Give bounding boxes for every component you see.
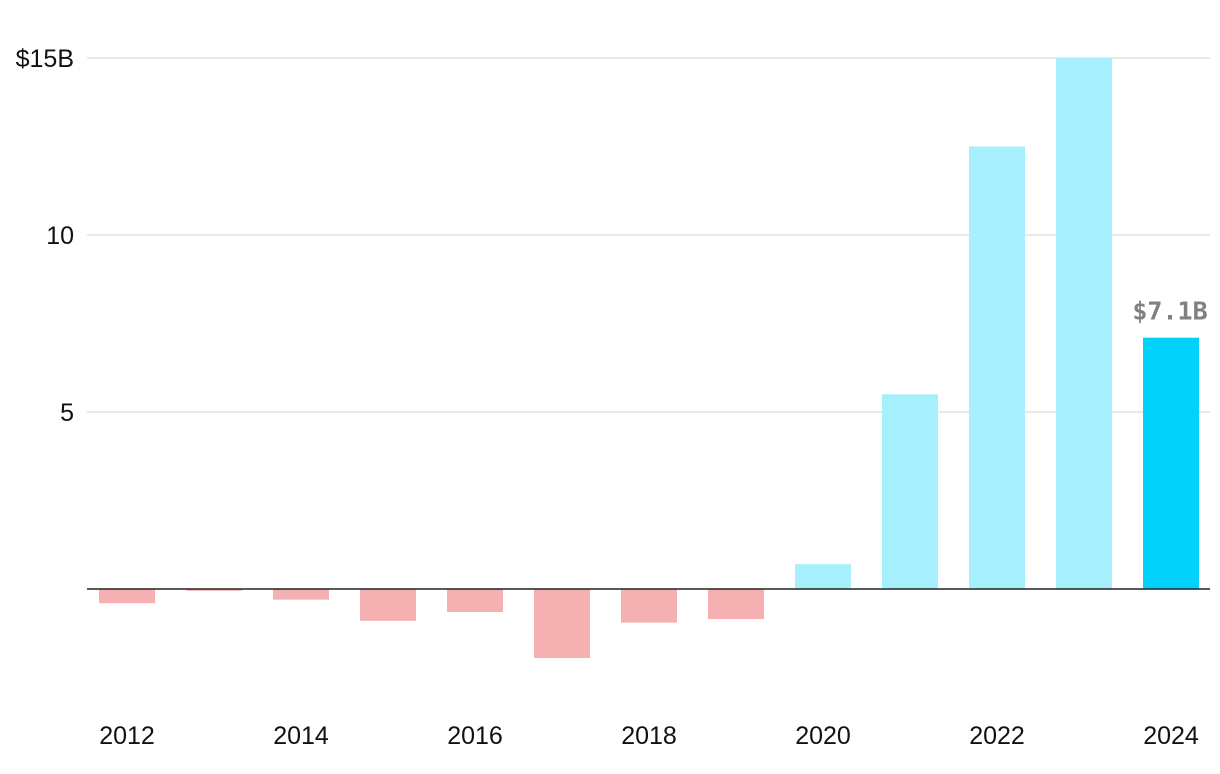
x-tick-label: 2024	[1143, 722, 1199, 750]
x-tick-label: 2022	[969, 722, 1025, 750]
y-tick-label: 10	[46, 222, 74, 250]
bar-2013	[186, 589, 242, 591]
y-tick-labels: $15B 10 5	[16, 45, 74, 427]
y-tick-label: 5	[60, 399, 74, 427]
bar-2014	[273, 589, 329, 600]
bar-2021	[882, 394, 938, 589]
bar-2015	[360, 589, 416, 621]
bar-2019	[708, 589, 764, 620]
bar-2023	[1056, 58, 1112, 589]
x-tick-label: 2012	[99, 722, 155, 750]
data-labels: $7.1B	[1132, 297, 1207, 326]
x-tick-label: 2014	[273, 722, 329, 750]
x-tick-label: 2016	[447, 722, 503, 750]
y-tick-label: $15B	[16, 45, 74, 73]
x-tick-labels: 2012 2014 2016 2018 2020 2022 2024	[99, 722, 1199, 750]
x-tick-label: 2020	[795, 722, 851, 750]
bar-2018	[621, 589, 677, 623]
grid-lines	[87, 57, 1210, 413]
bar-2017	[534, 589, 590, 659]
bar-2020	[795, 564, 851, 589]
x-tick-label: 2018	[621, 722, 677, 750]
bar-2012	[99, 589, 155, 604]
bar-2022	[969, 146, 1025, 589]
bars	[99, 58, 1199, 659]
bar-2024	[1143, 337, 1199, 589]
data-label-highlight: $7.1B	[1132, 297, 1207, 326]
bar-2016	[447, 589, 503, 613]
